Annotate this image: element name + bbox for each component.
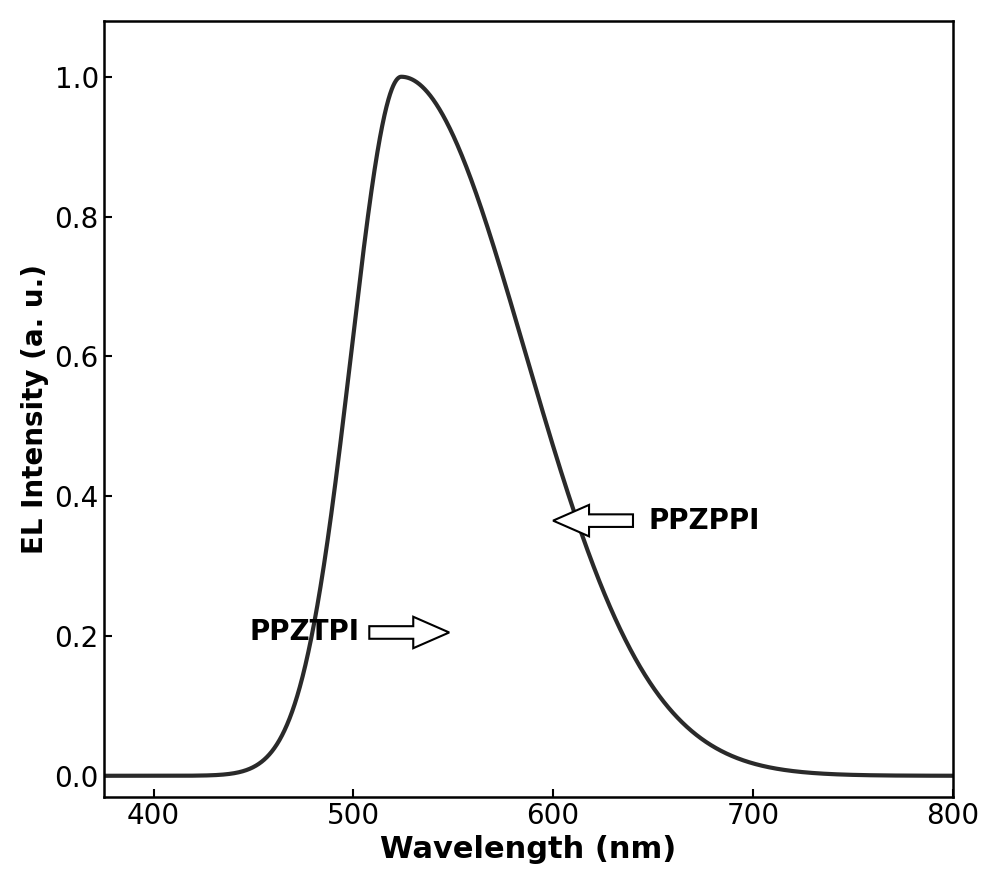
FancyArrow shape [553, 505, 633, 536]
Text: PPZPPI: PPZPPI [649, 506, 760, 535]
X-axis label: Wavelength (nm): Wavelength (nm) [380, 835, 676, 864]
Text: PPZTPI: PPZTPI [249, 619, 359, 646]
Y-axis label: EL Intensity (a. u.): EL Intensity (a. u.) [21, 264, 49, 554]
FancyArrow shape [369, 617, 449, 648]
